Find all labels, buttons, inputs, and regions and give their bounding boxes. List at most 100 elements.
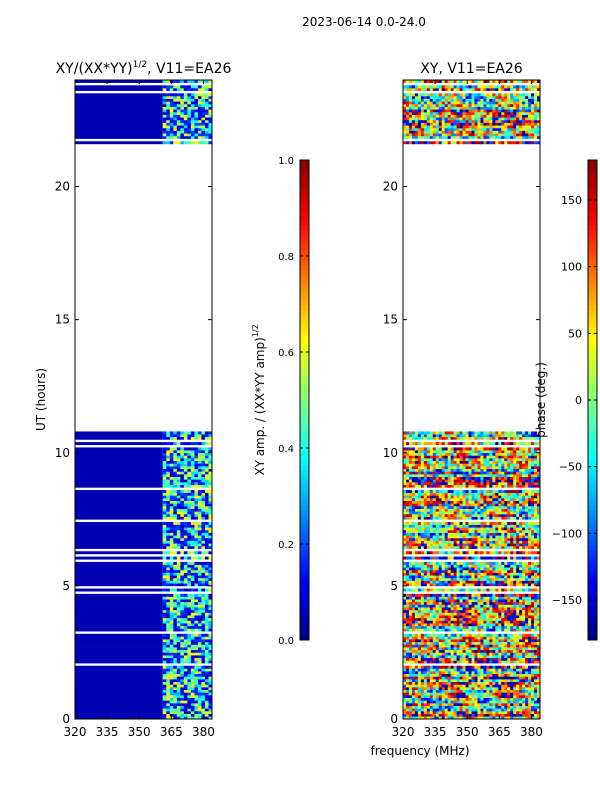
heatmap-cell xyxy=(169,572,174,576)
heatmap-cell xyxy=(474,705,478,709)
heatmap-cell xyxy=(414,644,419,648)
heatmap-cell xyxy=(411,700,416,704)
heatmap-cell xyxy=(208,705,213,709)
heatmap-cell xyxy=(166,452,171,456)
heatmap-cell xyxy=(474,524,478,528)
heatmap-cell xyxy=(194,713,199,717)
heatmap-cell xyxy=(187,668,192,672)
heatmap-cell xyxy=(432,564,437,568)
heatmap-cell xyxy=(173,492,178,496)
heatmap-cell xyxy=(194,513,199,517)
heatmap-cell xyxy=(486,599,490,603)
heatmap-cell xyxy=(510,679,514,683)
heatmap-cell xyxy=(522,580,526,584)
heatmap-cell xyxy=(492,551,496,555)
heatmap-cell xyxy=(183,599,188,603)
heatmap-cell xyxy=(176,623,181,627)
heatmap-cell xyxy=(513,577,517,581)
heatmap-cell xyxy=(204,596,209,600)
heatmap-cell xyxy=(173,681,178,685)
heatmap-cell xyxy=(169,447,174,451)
heatmap-cell xyxy=(534,572,538,576)
heatmap-cell xyxy=(456,689,460,693)
heatmap-cell xyxy=(180,516,185,520)
heatmap-cell xyxy=(187,106,192,110)
heatmap-cell xyxy=(516,535,520,539)
heatmap-cell xyxy=(408,601,413,605)
heatmap-cell xyxy=(501,569,505,573)
heatmap-cell xyxy=(180,506,185,509)
heatmap-cell xyxy=(201,711,206,714)
heatmap-cell xyxy=(187,101,192,105)
heatmap-cell xyxy=(432,716,437,720)
heatmap-cell xyxy=(462,705,466,709)
heatmap-cell xyxy=(483,708,487,712)
heatmap-cell xyxy=(513,567,517,571)
heatmap-cell xyxy=(447,628,451,632)
heatmap-cell xyxy=(423,540,428,544)
heatmap-cell xyxy=(456,652,460,656)
heatmap-cell xyxy=(522,609,526,613)
heatmap-cell xyxy=(180,660,185,664)
heatmap-cell xyxy=(204,697,209,701)
heatmap-cell xyxy=(423,652,428,656)
heatmap-cell xyxy=(420,612,425,616)
heatmap-cell xyxy=(456,620,460,624)
heatmap-cell xyxy=(166,80,171,83)
heatmap-cell xyxy=(483,700,487,704)
heatmap-cell xyxy=(525,652,529,656)
heatmap-cell xyxy=(480,671,484,675)
heatmap-cell xyxy=(450,529,454,533)
heatmap-row xyxy=(75,671,163,675)
heatmap-cell xyxy=(435,617,440,621)
heatmap-cell xyxy=(477,527,481,531)
heatmap-cell xyxy=(403,692,407,696)
heatmap-cell xyxy=(176,103,181,107)
colorbar-segment xyxy=(300,195,309,201)
heatmap-cell xyxy=(537,580,541,584)
heatmap-cell xyxy=(498,671,502,675)
heatmap-cell xyxy=(468,564,472,568)
heatmap-cell xyxy=(507,577,511,581)
heatmap-cell xyxy=(456,524,460,528)
heatmap-cell xyxy=(498,564,502,568)
heatmap-cell xyxy=(471,687,475,691)
heatmap-cell xyxy=(480,615,484,619)
heatmap-cell xyxy=(513,625,517,629)
heatmap-cell xyxy=(453,700,457,704)
heatmap-cell xyxy=(429,644,434,648)
heatmap-cell xyxy=(465,705,469,709)
heatmap-cell xyxy=(201,567,206,571)
heatmap-cell xyxy=(169,434,174,438)
heatmap-cell xyxy=(180,119,185,123)
heatmap-cell xyxy=(176,527,181,531)
heatmap-cell xyxy=(492,639,496,643)
heatmap-cell xyxy=(162,617,167,621)
heatmap-cell xyxy=(483,617,487,621)
heatmap-cell xyxy=(190,516,195,520)
heatmap-cell xyxy=(474,527,478,531)
heatmap-cell xyxy=(429,639,434,643)
heatmap-cell xyxy=(190,596,195,600)
heatmap-cell xyxy=(438,716,443,720)
heatmap-cell xyxy=(169,122,174,126)
heatmap-cell xyxy=(516,532,520,536)
heatmap-cell xyxy=(197,125,202,129)
heatmap-cell xyxy=(477,639,481,643)
heatmap-cell xyxy=(468,644,472,648)
heatmap-cell xyxy=(208,527,213,531)
heatmap-cell xyxy=(507,620,511,624)
heatmap-cell xyxy=(411,537,416,541)
heatmap-cell xyxy=(495,668,499,672)
heatmap-cell xyxy=(190,450,195,454)
heatmap-cell xyxy=(513,623,517,627)
heatmap-cell xyxy=(169,111,174,115)
heatmap-cell xyxy=(438,556,443,560)
heatmap-cell xyxy=(169,532,174,536)
heatmap-row xyxy=(75,503,163,507)
heatmap-cell xyxy=(429,561,434,565)
heatmap-cell xyxy=(183,713,188,717)
heatmap-cell xyxy=(504,671,508,675)
heatmap-cell xyxy=(459,628,463,632)
heatmap-cell xyxy=(162,529,167,533)
